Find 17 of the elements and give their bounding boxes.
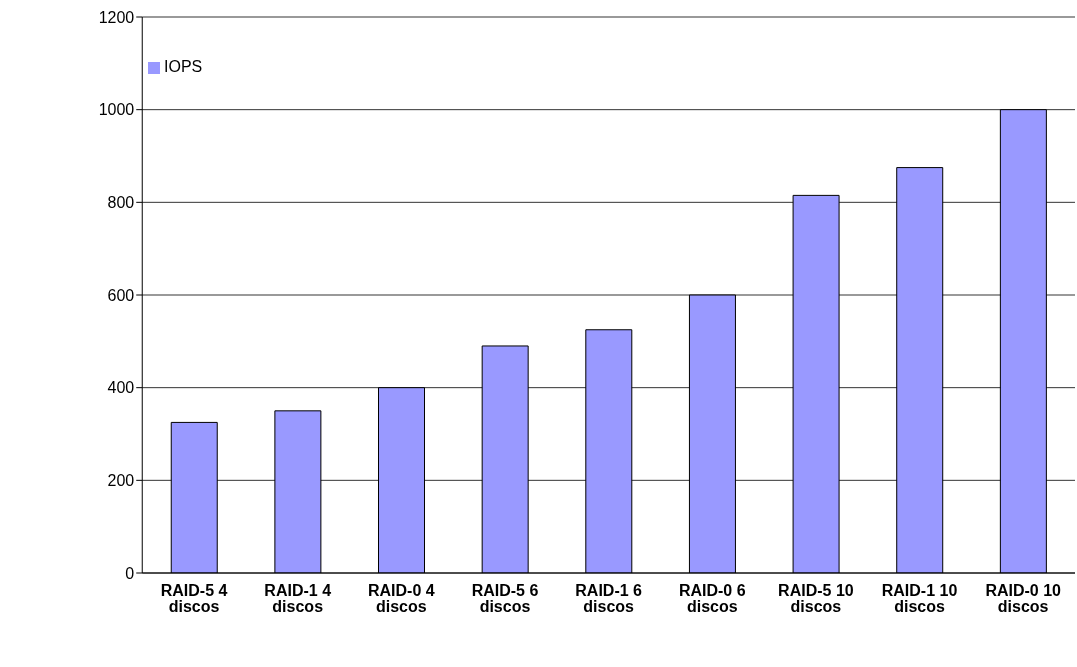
y-tick-label: 600 bbox=[107, 286, 135, 304]
x-tick-label: RAID-5 10 discos bbox=[778, 582, 854, 616]
x-tick-label: RAID-0 4 discos bbox=[367, 582, 435, 616]
x-tick-label: RAID-5 4 discos bbox=[160, 582, 228, 616]
x-tick-label: RAID-1 6 discos bbox=[575, 582, 643, 616]
legend-label: IOPS bbox=[164, 58, 203, 75]
y-tick-label: 1200 bbox=[98, 8, 135, 26]
x-tick-label: RAID-0 10 discos bbox=[985, 582, 1062, 616]
y-tick-label: 1000 bbox=[98, 101, 135, 119]
y-tick-label: 0 bbox=[125, 564, 135, 582]
y-tick-label: 400 bbox=[107, 379, 135, 397]
x-tick-label: RAID-1 4 discos bbox=[264, 582, 332, 616]
y-tick-label: 200 bbox=[107, 472, 135, 490]
x-tick-label: RAID-5 6 discos bbox=[471, 582, 539, 616]
y-tick-label: 800 bbox=[107, 194, 135, 212]
x-tick-label: RAID-0 6 discos bbox=[678, 582, 746, 616]
x-tick-label: RAID-1 10 discos bbox=[881, 582, 958, 616]
